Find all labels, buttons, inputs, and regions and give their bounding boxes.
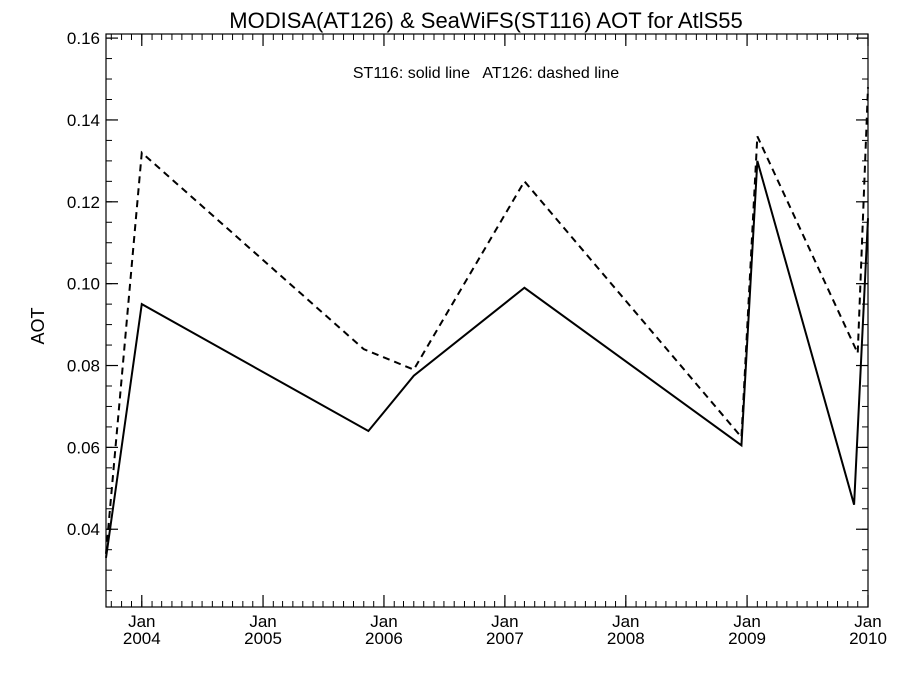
y-tick-label: 0.16 xyxy=(67,29,100,48)
x-tick-year-label: 2010 xyxy=(849,629,887,648)
x-tick-year-label: 2004 xyxy=(123,629,161,648)
x-tick-year-label: 2009 xyxy=(728,629,766,648)
series-line-at126 xyxy=(105,87,869,554)
legend-annotation: ST116: solid line AT126: dashed line xyxy=(353,65,619,82)
y-tick-label: 0.12 xyxy=(67,193,100,212)
x-tick-year-label: 2006 xyxy=(365,629,403,648)
chart-title: MODISA(AT126) & SeaWiFS(ST116) AOT for A… xyxy=(229,8,743,33)
x-tick-month-label: Jan xyxy=(370,612,397,631)
x-tick-month-label: Jan xyxy=(128,612,155,631)
y-tick-label: 0.08 xyxy=(67,357,100,376)
series-line-st116 xyxy=(105,160,869,559)
y-tick-label: 0.06 xyxy=(67,438,100,457)
x-tick-year-label: 2007 xyxy=(486,629,524,648)
x-tick-year-label: 2005 xyxy=(244,629,282,648)
x-tick-month-label: Jan xyxy=(612,612,639,631)
y-tick-label: 0.14 xyxy=(67,111,100,130)
y-axis-label: AOT xyxy=(28,307,48,344)
x-tick-year-label: 2008 xyxy=(607,629,645,648)
plot-frame xyxy=(105,33,869,608)
y-tick-label: 0.10 xyxy=(67,275,100,294)
plot-marks: 0.040.060.080.100.120.140.16Jan2004Jan20… xyxy=(67,29,887,648)
x-tick-month-label: Jan xyxy=(733,612,760,631)
x-tick-month-label: Jan xyxy=(249,612,276,631)
y-tick-label: 0.04 xyxy=(67,520,100,539)
x-tick-month-label: Jan xyxy=(491,612,518,631)
x-tick-month-label: Jan xyxy=(854,612,881,631)
